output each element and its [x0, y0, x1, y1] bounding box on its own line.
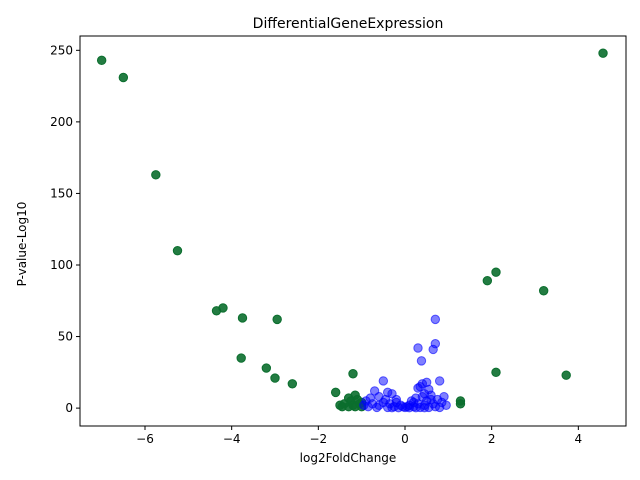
y-tick-label: 250 [50, 43, 73, 57]
axes-layer: −6 −4 −2 0 2 4 0 50 100 150 200 250 [50, 35, 627, 446]
y-tick-label: 150 [50, 186, 73, 200]
plot-area [80, 36, 626, 426]
data-point [417, 391, 428, 402]
data-point [598, 48, 608, 58]
data-point [348, 369, 358, 379]
data-point [151, 170, 161, 180]
data-point [419, 402, 430, 413]
y-tick-label: 100 [50, 258, 73, 272]
data-point [430, 314, 441, 325]
data-point [416, 356, 427, 366]
data-point [330, 387, 341, 398]
data-point [261, 363, 272, 373]
plot-background [80, 36, 626, 426]
data-point [272, 314, 282, 325]
data-point [337, 401, 347, 412]
y-tick-label: 50 [58, 330, 73, 344]
x-tick-label: 2 [488, 432, 496, 446]
data-point [561, 370, 571, 380]
plot-frame [79, 35, 627, 427]
data-point [378, 376, 389, 386]
data-point [455, 399, 466, 409]
data-point [413, 343, 423, 353]
x-tick-label: 4 [575, 432, 583, 446]
x-tick-label: −6 [136, 432, 154, 446]
data-point [218, 303, 228, 313]
x-tick-label: −2 [309, 432, 327, 446]
data-point [482, 276, 493, 286]
data-point [118, 72, 129, 83]
data-point [538, 286, 549, 296]
x-tick-label: −4 [223, 432, 241, 446]
x-tick-label: 0 [401, 432, 409, 446]
data-point [413, 383, 423, 393]
data-point [172, 245, 183, 256]
data-point [372, 402, 382, 413]
y-tick-label: 0 [65, 401, 73, 415]
data-point [426, 394, 436, 405]
data-point [434, 376, 445, 386]
data-point [387, 402, 397, 413]
data-point [237, 313, 248, 323]
data-point [96, 55, 107, 66]
chart-title: DifferentialGeneExpression [253, 16, 444, 32]
y-tick-label: 200 [50, 115, 73, 129]
data-point [411, 402, 421, 413]
data-point [430, 339, 441, 349]
y-axis-title: P-value-Log10 [15, 202, 29, 287]
data-point [359, 400, 369, 410]
data-point [491, 367, 501, 378]
points-layer [96, 48, 608, 413]
data-point [270, 373, 280, 383]
x-axis-title: log2FoldChange [300, 451, 397, 465]
data-point [236, 353, 246, 363]
data-point [491, 267, 501, 277]
data-point [441, 400, 451, 410]
data-point [287, 379, 298, 389]
data-point [380, 394, 391, 405]
data-point [343, 393, 354, 403]
